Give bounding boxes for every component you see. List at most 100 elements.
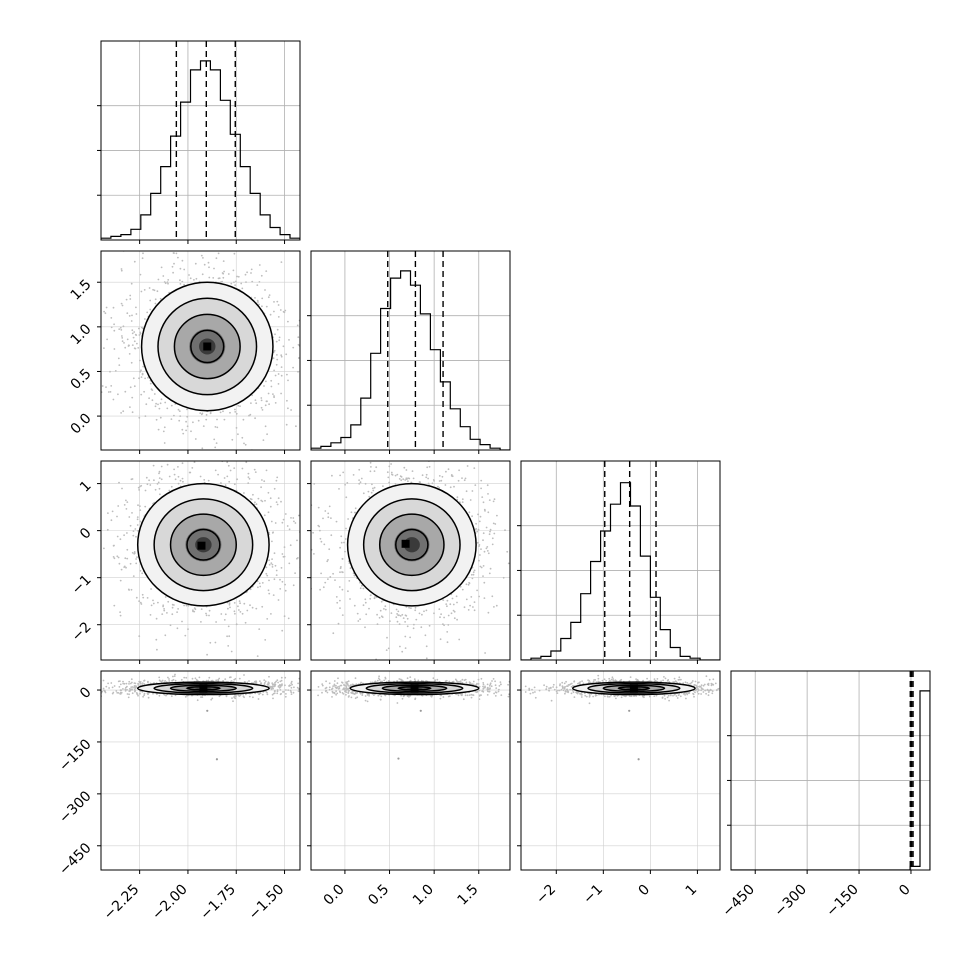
scatter-point (410, 607, 412, 609)
scatter-point (365, 613, 368, 616)
scatter-point (260, 274, 263, 277)
scatter-point (228, 602, 231, 605)
scatter-point (487, 611, 490, 614)
scatter-point (139, 359, 141, 362)
scatter-point (209, 412, 212, 414)
scatter-point (496, 514, 498, 517)
scatter-point (287, 379, 289, 382)
scatter-point (301, 564, 303, 566)
scatter-point (370, 466, 372, 468)
scatter-point (438, 608, 441, 610)
scatter-point (126, 501, 129, 503)
scatter-point (453, 485, 455, 488)
scatter-point (411, 470, 414, 472)
scatter-point (254, 297, 256, 299)
scatter-point (169, 624, 172, 627)
scatter-point (124, 557, 127, 560)
scatter-point (181, 428, 184, 431)
scatter-point (428, 624, 431, 627)
scatter-point (452, 409, 454, 411)
scatter-point (387, 647, 390, 650)
scatter-point (486, 546, 489, 548)
scatter-point (177, 466, 179, 468)
scatter-point (121, 335, 123, 337)
scatter-point (443, 616, 445, 619)
scatter-point (156, 290, 159, 293)
scatter-point (437, 485, 439, 488)
scatter-point (304, 555, 306, 557)
scatter-point (307, 510, 309, 512)
scatter-point (237, 275, 240, 278)
scatter-point (447, 468, 450, 471)
scatter-point (312, 455, 314, 457)
scatter-point (234, 408, 236, 411)
scatter-point (326, 338, 328, 340)
scatter-point (261, 409, 264, 411)
scatter-point (279, 578, 281, 581)
scatter-point (378, 616, 381, 619)
scatter-point (289, 689, 292, 692)
scatter-point (256, 443, 258, 445)
scatter-point (233, 483, 236, 486)
scatter-point (530, 565, 532, 567)
scatter-point (213, 267, 215, 270)
scatter-point (148, 479, 151, 482)
scatter-point (242, 418, 245, 421)
scatter-point (420, 626, 423, 629)
scatter-point (136, 516, 139, 518)
scatter-point (143, 177, 145, 179)
scatter-point (216, 418, 218, 421)
hist-frame (730, 670, 931, 871)
scatter-point (480, 487, 482, 490)
scatter-point (368, 607, 370, 610)
scatter-point (171, 606, 174, 609)
scatter-point (163, 442, 166, 444)
scatter-point (396, 620, 399, 623)
scatter-point (152, 464, 155, 467)
scatter-point (425, 476, 428, 479)
scatter-point (452, 603, 455, 606)
scatter-point (276, 679, 279, 682)
scatter-point (453, 617, 456, 620)
scatter-point (239, 602, 242, 605)
scatter-point (159, 402, 162, 405)
scatter-point (128, 690, 131, 693)
scatter-point (379, 609, 382, 612)
scatter-point (476, 530, 479, 533)
scatter-point (307, 350, 309, 352)
scatter-point (265, 572, 268, 575)
scatter-point (425, 657, 428, 660)
scatter-point (327, 551, 329, 553)
scatter-point (421, 613, 423, 616)
scatter-point (281, 580, 284, 583)
scatter-point (202, 257, 204, 259)
scatter-point (405, 469, 408, 471)
scatter-point (478, 520, 481, 523)
scatter-point (119, 326, 122, 329)
scatter-point (181, 620, 183, 623)
scatter-point (110, 326, 113, 329)
scatter-point (369, 594, 372, 597)
scatter-point (435, 435, 437, 437)
scatter-point (157, 278, 160, 281)
scatter-point (135, 596, 138, 599)
scatter-point (445, 470, 447, 473)
scatter-point (265, 469, 268, 472)
scatter-point (285, 689, 287, 691)
scatter-point (316, 566, 318, 568)
scatter-point (394, 474, 397, 477)
scatter-point (265, 305, 268, 308)
scatter-point (445, 603, 448, 605)
scatter-point (171, 265, 174, 268)
scatter-point (451, 597, 454, 600)
scatter-point (183, 604, 186, 607)
scatter-point (449, 603, 452, 606)
scatter-point (246, 271, 249, 274)
scatter-point (358, 468, 361, 471)
scatter-point (144, 377, 147, 380)
scatter-point (271, 558, 273, 560)
scatter-point (252, 493, 254, 496)
scatter-point (182, 480, 184, 483)
scatter-point (400, 476, 403, 478)
scatter-point (354, 507, 357, 510)
